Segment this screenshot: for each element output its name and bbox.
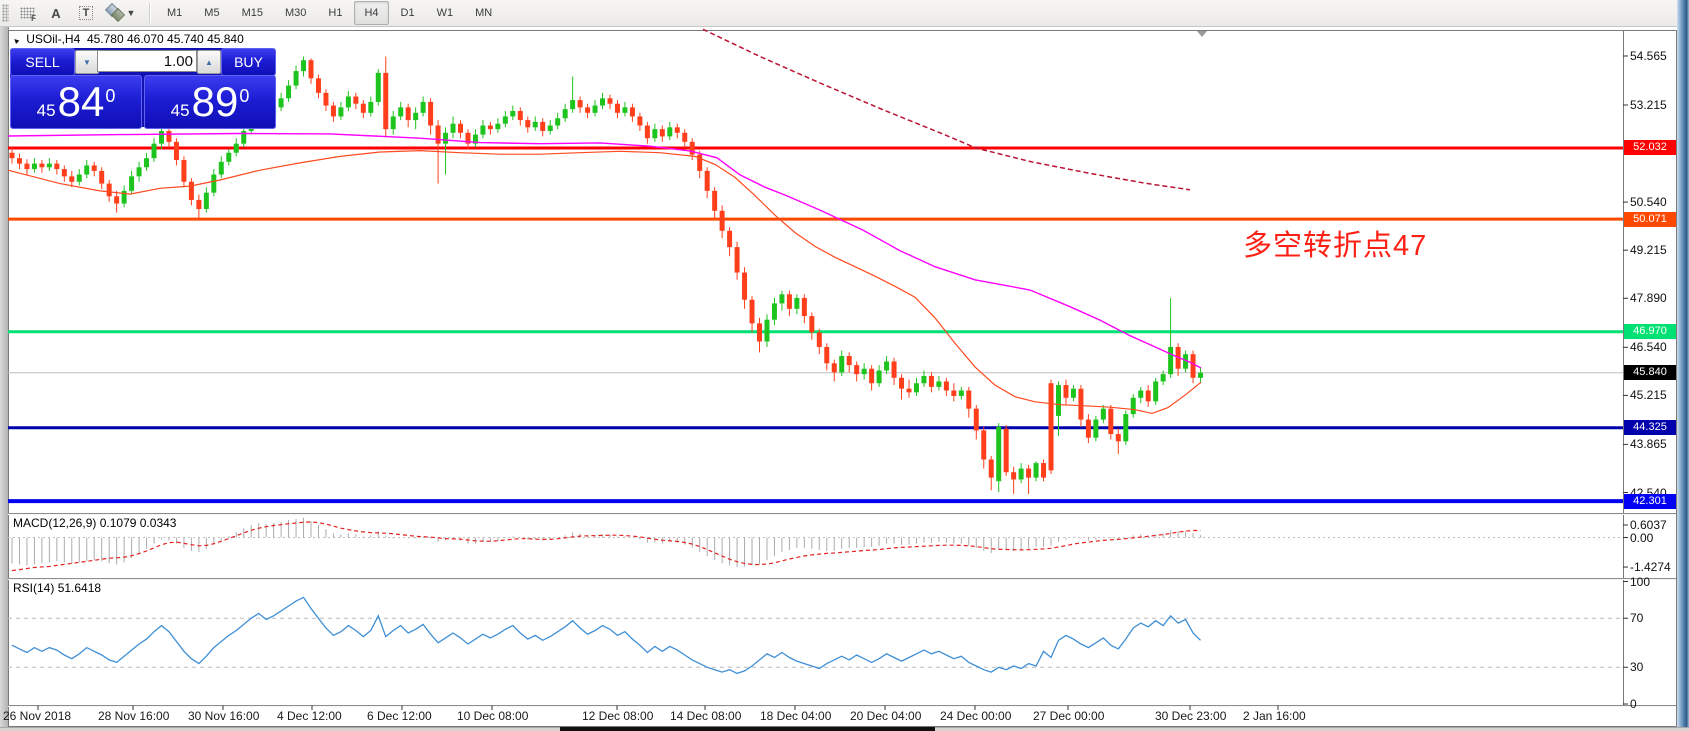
volume-decrease-button[interactable]: ▼ [75, 50, 99, 74]
text-box-letter: T [78, 6, 94, 20]
timeframe-button-m1[interactable]: M1 [167, 7, 183, 19]
text-box-icon[interactable]: T [74, 2, 98, 24]
timeframe-button-m5[interactable]: M5 [204, 7, 220, 19]
sell-price-pips: 84 [57, 78, 105, 125]
buy-button[interactable]: BUY [221, 48, 276, 76]
volume-input[interactable] [97, 50, 197, 72]
timeframe-button-w1[interactable]: W1 [436, 7, 454, 19]
sell-button[interactable]: SELL [10, 48, 75, 76]
dropdown-caret-icon: ▼ [126, 8, 136, 18]
timeframe-button-m30[interactable]: M30 [284, 7, 307, 19]
candlesticks [9, 56, 1204, 494]
grid-f-letter: F [31, 14, 36, 23]
sell-price-whole: 45 [36, 101, 56, 120]
timeframe-button-h4[interactable]: H4 [354, 1, 389, 25]
taskbar-strip [560, 727, 935, 731]
grid-dots [19, 7, 35, 19]
toolbar-grip [2, 4, 9, 22]
timeframe-button-m15[interactable]: M15 [241, 7, 263, 19]
text-annotation-icon[interactable]: A [51, 5, 61, 21]
buy-price-whole: 45 [170, 101, 190, 120]
crosshair-grid-icon[interactable]: F [16, 2, 38, 24]
right-window-border[interactable] [1677, 0, 1689, 731]
one-click-trade-panel: SELL ▼ ▲ BUY 45 84 0 45 89 0 [10, 48, 276, 129]
timeframe-button-mn[interactable]: MN [475, 7, 493, 19]
buy-price-pips: 89 [191, 78, 239, 125]
shapes-icon[interactable]: ▼ [104, 2, 138, 24]
toolbar-separator [149, 3, 151, 23]
toolbar: F A T ▼ M1 M5 M15 M30 H1 H4 D1 W1 MN [0, 0, 1677, 27]
buy-price-point: 0 [239, 86, 250, 106]
timeframe-toolbar: M1 M5 M15 M30 H1 H4 D1 W1 MN [156, 1, 503, 25]
volume-increase-button[interactable]: ▲ [197, 50, 221, 74]
timeframe-button-d1[interactable]: D1 [400, 7, 415, 19]
sell-price-button[interactable]: 45 84 0 [10, 75, 142, 129]
timeframe-button-h1[interactable]: H1 [328, 7, 343, 19]
buy-price-button[interactable]: 45 89 0 [144, 75, 276, 129]
sell-price-point: 0 [105, 86, 116, 106]
